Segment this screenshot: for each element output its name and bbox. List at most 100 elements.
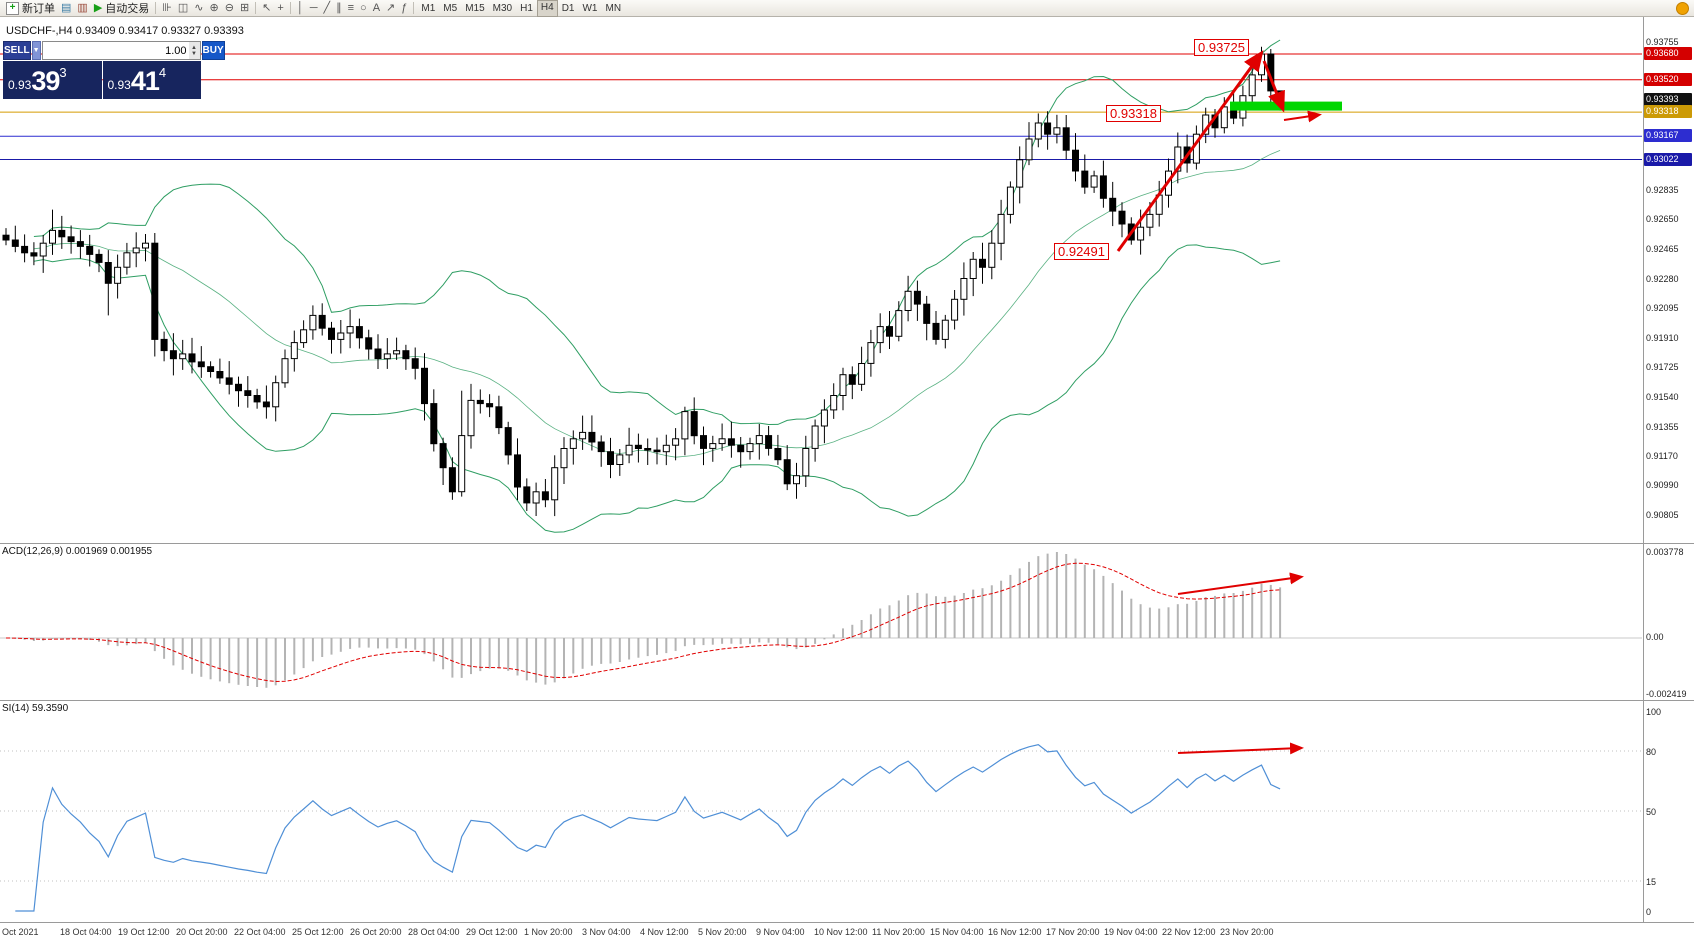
price-scale-label: 0.91170: [1646, 451, 1678, 461]
time-axis-label: 23 Nov 20:00: [1220, 927, 1274, 937]
volume-input[interactable]: [42, 42, 189, 59]
cursor-button[interactable]: ↖: [259, 1, 274, 16]
buy-price-display[interactable]: 0.93 41 4: [102, 61, 201, 99]
timeframe-m1-button[interactable]: M1: [421, 2, 436, 14]
price-scale-label: 0.91540: [1646, 392, 1679, 402]
toolbar-tools-group: ⊪ ◫ ∿ ⊕ ⊖ ⊞ ↖ + │ ─ ╱ ∥ ≡ ○ A ↗ ƒ: [159, 1, 410, 16]
tile-windows-icon: ⊞: [239, 1, 250, 14]
price-annotation-high[interactable]: 0.93725: [1194, 39, 1249, 56]
time-axis-label: 9 Nov 04:00: [756, 927, 805, 937]
timeframe-h4-button[interactable]: H4: [536, 0, 558, 17]
price-scale-separator: [1643, 17, 1644, 922]
time-axis-label: 28 Oct 04:00: [408, 927, 460, 937]
price-scale-marked-label: 0.93022: [1644, 153, 1692, 166]
toolbar-separator: [413, 2, 415, 14]
volume-spinner: ▲ ▼: [188, 42, 200, 59]
price-chart[interactable]: [0, 17, 1694, 543]
price-scale-label: 0.90805: [1646, 510, 1679, 520]
market-watch-button[interactable]: ▤: [58, 1, 74, 16]
arrow-tool-button[interactable]: ↗: [383, 1, 398, 16]
community-icon[interactable]: [1676, 1, 1689, 15]
crosshair-button[interactable]: +: [274, 1, 286, 16]
time-axis[interactable]: Oct 2021 18 Oct 04:00 19 Oct 12:00 20 Oct 2…: [0, 922, 1694, 942]
market-watch-icon: ▤: [61, 1, 72, 14]
buy-button[interactable]: BUY: [201, 41, 225, 60]
trade-options-dropdown[interactable]: ▼: [31, 41, 41, 60]
timeframe-d1-button[interactable]: D1: [561, 2, 575, 14]
zoom-out-button[interactable]: ⊖: [222, 1, 237, 16]
data-window-button[interactable]: ▥: [74, 1, 90, 16]
timeframe-mn-button[interactable]: MN: [605, 2, 622, 14]
time-axis-label: 26 Oct 20:00: [350, 927, 402, 937]
fibonacci-icon: ≡: [347, 1, 355, 14]
trendline-button[interactable]: ╱: [320, 1, 333, 16]
macd-label: ACD(12,26,9) 0.001969 0.001955: [2, 546, 153, 557]
timeframe-h1-button[interactable]: H1: [520, 2, 533, 14]
zoom-out-icon: ⊖: [224, 1, 234, 14]
price-scale-marked-label: 0.93318: [1644, 105, 1692, 118]
buy-price-prefix: 0.93: [107, 78, 131, 92]
rsi-scale-label: 100: [1646, 707, 1662, 717]
price-annotation-low[interactable]: 0.92491: [1054, 243, 1109, 260]
spinner-down-icon[interactable]: ▼: [191, 50, 197, 57]
cursor-icon: ↖: [262, 1, 272, 14]
time-axis-label: 19 Oct 12:00: [118, 927, 170, 937]
fibonacci-button[interactable]: ≡: [345, 1, 357, 16]
chart-area: USDCHF-,H4 0.93409 0.93417 0.93327 0.933…: [0, 17, 1694, 942]
price-scale-label: 0.92650: [1646, 214, 1679, 224]
panel-divider[interactable]: [0, 700, 1694, 701]
panel-divider[interactable]: [0, 543, 1694, 544]
price-scale-label: 0.92835: [1646, 185, 1679, 195]
timeframe-m5-button[interactable]: M5: [443, 2, 458, 14]
spinner-up-icon[interactable]: ▲: [191, 44, 197, 51]
indicators-button[interactable]: ƒ: [398, 1, 410, 16]
bar-chart-button[interactable]: ⊪: [159, 1, 175, 16]
rsi-indicator[interactable]: [0, 701, 1694, 922]
buy-price-point: 4: [158, 65, 167, 80]
time-axis-label: 25 Oct 12:00: [292, 927, 344, 937]
new-order-button[interactable]: + 新订单: [3, 1, 58, 16]
timeframe-m30-button[interactable]: M30: [492, 2, 513, 14]
timeframe-group: M1 M5 M15 M30 H1 H4 D1 W1 MN: [417, 0, 625, 17]
rsi-scale-label: 15: [1646, 877, 1657, 887]
equidistant-channel-icon: ∥: [336, 1, 342, 14]
toolbar-right-group: [1676, 1, 1691, 15]
auto-trading-button[interactable]: ▶ 自动交易: [91, 1, 152, 16]
price-annotation-mid[interactable]: 0.93318: [1106, 105, 1161, 122]
sell-button[interactable]: SELL: [3, 41, 31, 60]
macd-indicator[interactable]: [0, 544, 1694, 700]
time-axis-label: 17 Nov 20:00: [1046, 927, 1100, 937]
time-axis-label: 20 Oct 20:00: [176, 927, 228, 937]
candlestick-chart-button[interactable]: ◫: [175, 1, 191, 16]
main-toolbar: + 新订单 ▤ ▥ ▶ 自动交易 ⊪ ◫ ∿ ⊕ ⊖ ⊞ ↖ + │ ─ ╱ ∥ ≡ ○ A ↗ ƒ M1 M5 M…: [0, 0, 1694, 17]
auto-trading-label: 自动交易: [105, 3, 150, 15]
price-scale-label: 0.92095: [1646, 303, 1679, 313]
equidistant-channel-button[interactable]: ∥: [333, 1, 345, 16]
line-chart-button[interactable]: ∿: [191, 1, 206, 16]
horizontal-line-button[interactable]: ─: [307, 1, 321, 16]
trendline-icon: ╱: [323, 1, 331, 14]
autotrade-icon: ▶: [93, 1, 103, 14]
time-axis-label: 3 Nov 04:00: [582, 927, 631, 937]
text-icon: A: [372, 1, 381, 14]
tile-windows-button[interactable]: ⊞: [237, 1, 252, 16]
chevron-down-icon: ▼: [32, 47, 40, 54]
new-order-icon: +: [6, 1, 19, 15]
zoom-in-button[interactable]: ⊕: [207, 1, 222, 16]
rsi-scale-label: 80: [1646, 747, 1657, 757]
price-scale-label: 0.92280: [1646, 274, 1679, 284]
vertical-line-button[interactable]: │: [294, 1, 307, 16]
horizontal-line-icon: ─: [309, 1, 318, 14]
price-scale-label: 0.91725: [1646, 362, 1679, 372]
sell-price-point: 3: [59, 65, 67, 80]
shapes-button[interactable]: ○: [357, 1, 370, 16]
chart-ohlc-title: USDCHF-,H4 0.93409 0.93417 0.93327 0.933…: [6, 25, 244, 37]
time-axis-label: 19 Nov 04:00: [1104, 927, 1158, 937]
timeframe-m15-button[interactable]: M15: [465, 2, 485, 14]
timeframe-w1-button[interactable]: W1: [582, 2, 598, 14]
bar-chart-icon: ⊪: [162, 1, 172, 14]
line-chart-icon: ∿: [194, 1, 204, 14]
sell-price-display[interactable]: 0.93 39 3: [3, 61, 102, 99]
text-button[interactable]: A: [370, 1, 383, 16]
